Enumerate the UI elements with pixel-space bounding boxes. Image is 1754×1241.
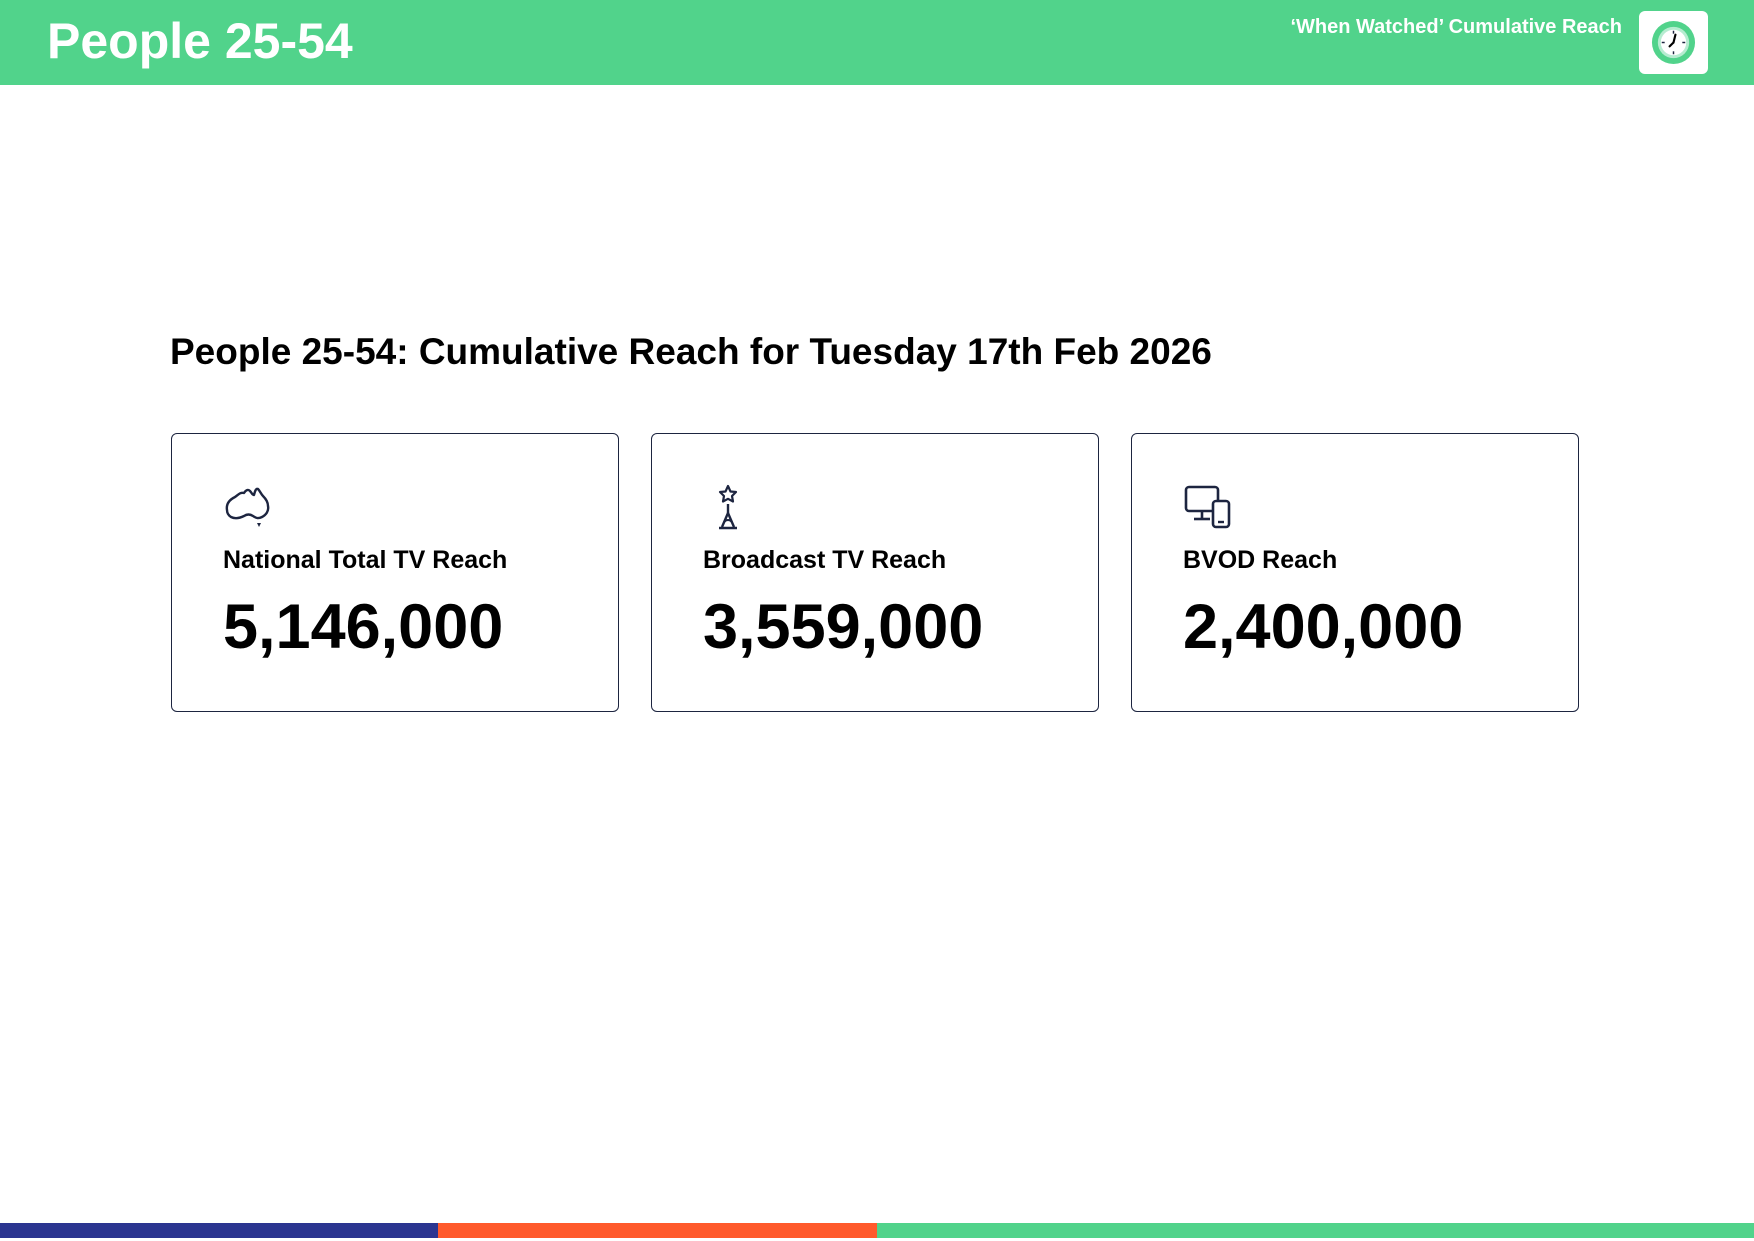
footer-bar-orange bbox=[438, 1223, 877, 1238]
devices-icon bbox=[1184, 485, 1231, 529]
footer-bar-navy bbox=[0, 1223, 438, 1238]
clock-icon bbox=[1651, 20, 1696, 65]
logo-badge bbox=[1639, 11, 1708, 74]
footer-bar-green bbox=[877, 1223, 1754, 1238]
national-tv-reach-value: 5,146,000 bbox=[223, 592, 504, 662]
page-title: People 25-54 bbox=[47, 13, 353, 69]
bvod-reach-value: 2,400,000 bbox=[1183, 592, 1464, 662]
broadcast-tv-reach-label: Broadcast TV Reach bbox=[703, 546, 947, 574]
header-subtitle: ‘When Watched’ Cumulative Reach bbox=[1290, 16, 1622, 38]
header-bar: People 25-54 ‘When Watched’ Cumulative R… bbox=[0, 0, 1754, 85]
national-tv-reach-card: National Total TV Reach 5,146,000 bbox=[171, 433, 619, 712]
report-heading: People 25-54: Cumulative Reach for Tuesd… bbox=[170, 331, 1212, 372]
australia-map-icon bbox=[225, 487, 270, 527]
national-tv-reach-label: National Total TV Reach bbox=[223, 546, 508, 574]
broadcast-tv-reach-card: Broadcast TV Reach 3,559,000 bbox=[651, 433, 1099, 712]
bvod-reach-card: BVOD Reach 2,400,000 bbox=[1131, 433, 1579, 712]
broadcast-tv-reach-value: 3,559,000 bbox=[703, 592, 984, 662]
bvod-reach-label: BVOD Reach bbox=[1183, 546, 1338, 574]
broadcast-tower-icon bbox=[718, 484, 738, 530]
